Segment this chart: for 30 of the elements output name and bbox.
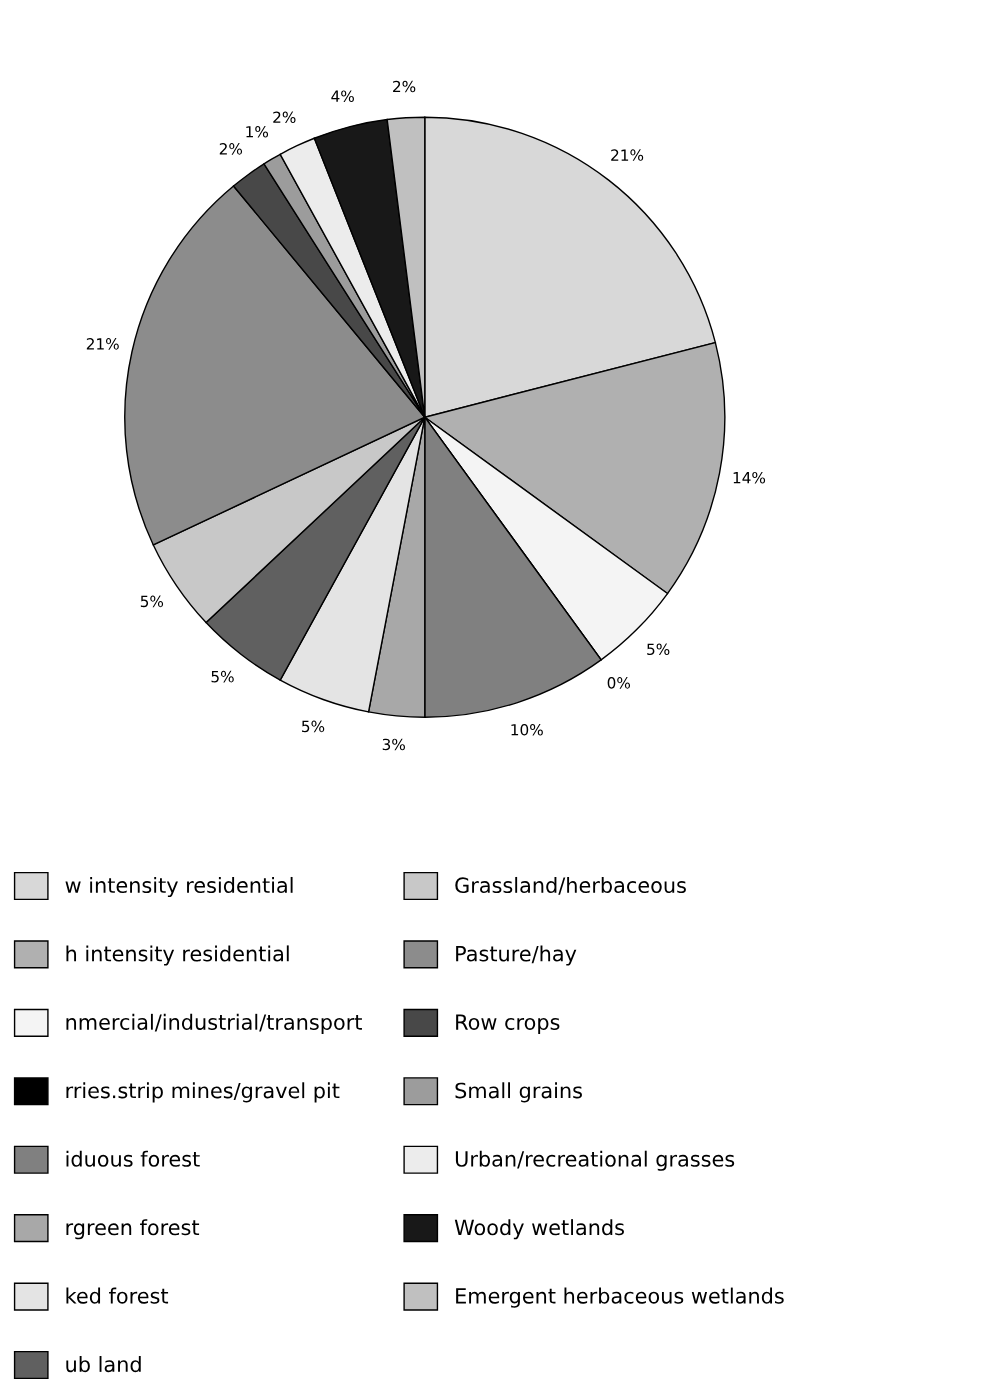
legend-label: Emergent herbaceous wetlands [456,1287,784,1308]
data-label: 5% [211,670,234,683]
legend-label: Urban/recreational grasses [455,1150,735,1171]
legend-label: ub land [66,1356,141,1373]
data-label: 4% [331,90,354,102]
legend-label: rries.strip mines/gravel pit [66,1082,340,1103]
legend-label: ked forest [66,1287,169,1304]
legend-label: Small grains [455,1082,582,1103]
legend-label: w intensity residential [65,876,293,898]
legend-label: h intensity residential [66,945,289,966]
data-label: 21% [611,149,644,161]
data-label: 5% [140,595,164,608]
legend-label: Pasture/hay [456,945,577,966]
legend-label: Woody wetlands [454,1219,624,1240]
legend-label: iduous forest [66,1150,200,1167]
data-label: 2% [219,143,243,155]
data-label: 10% [511,723,543,736]
data-label: 5% [647,643,670,655]
legend-label: Grassland/herbaceous [455,876,686,895]
data-label: 14% [733,471,766,484]
legend-label: rgreen forest [66,1219,200,1240]
data-label: 5% [302,720,325,733]
data-label: 1% [246,126,269,138]
data-label: 2% [273,111,296,124]
data-label: 2% [393,80,416,93]
legend-label: nmercial/industrial/transport [66,1013,362,1034]
legend-label: Row crops [456,1014,560,1034]
data-label: 21% [86,338,119,350]
data-label: 3% [382,738,405,751]
text: 0% [607,677,631,689]
